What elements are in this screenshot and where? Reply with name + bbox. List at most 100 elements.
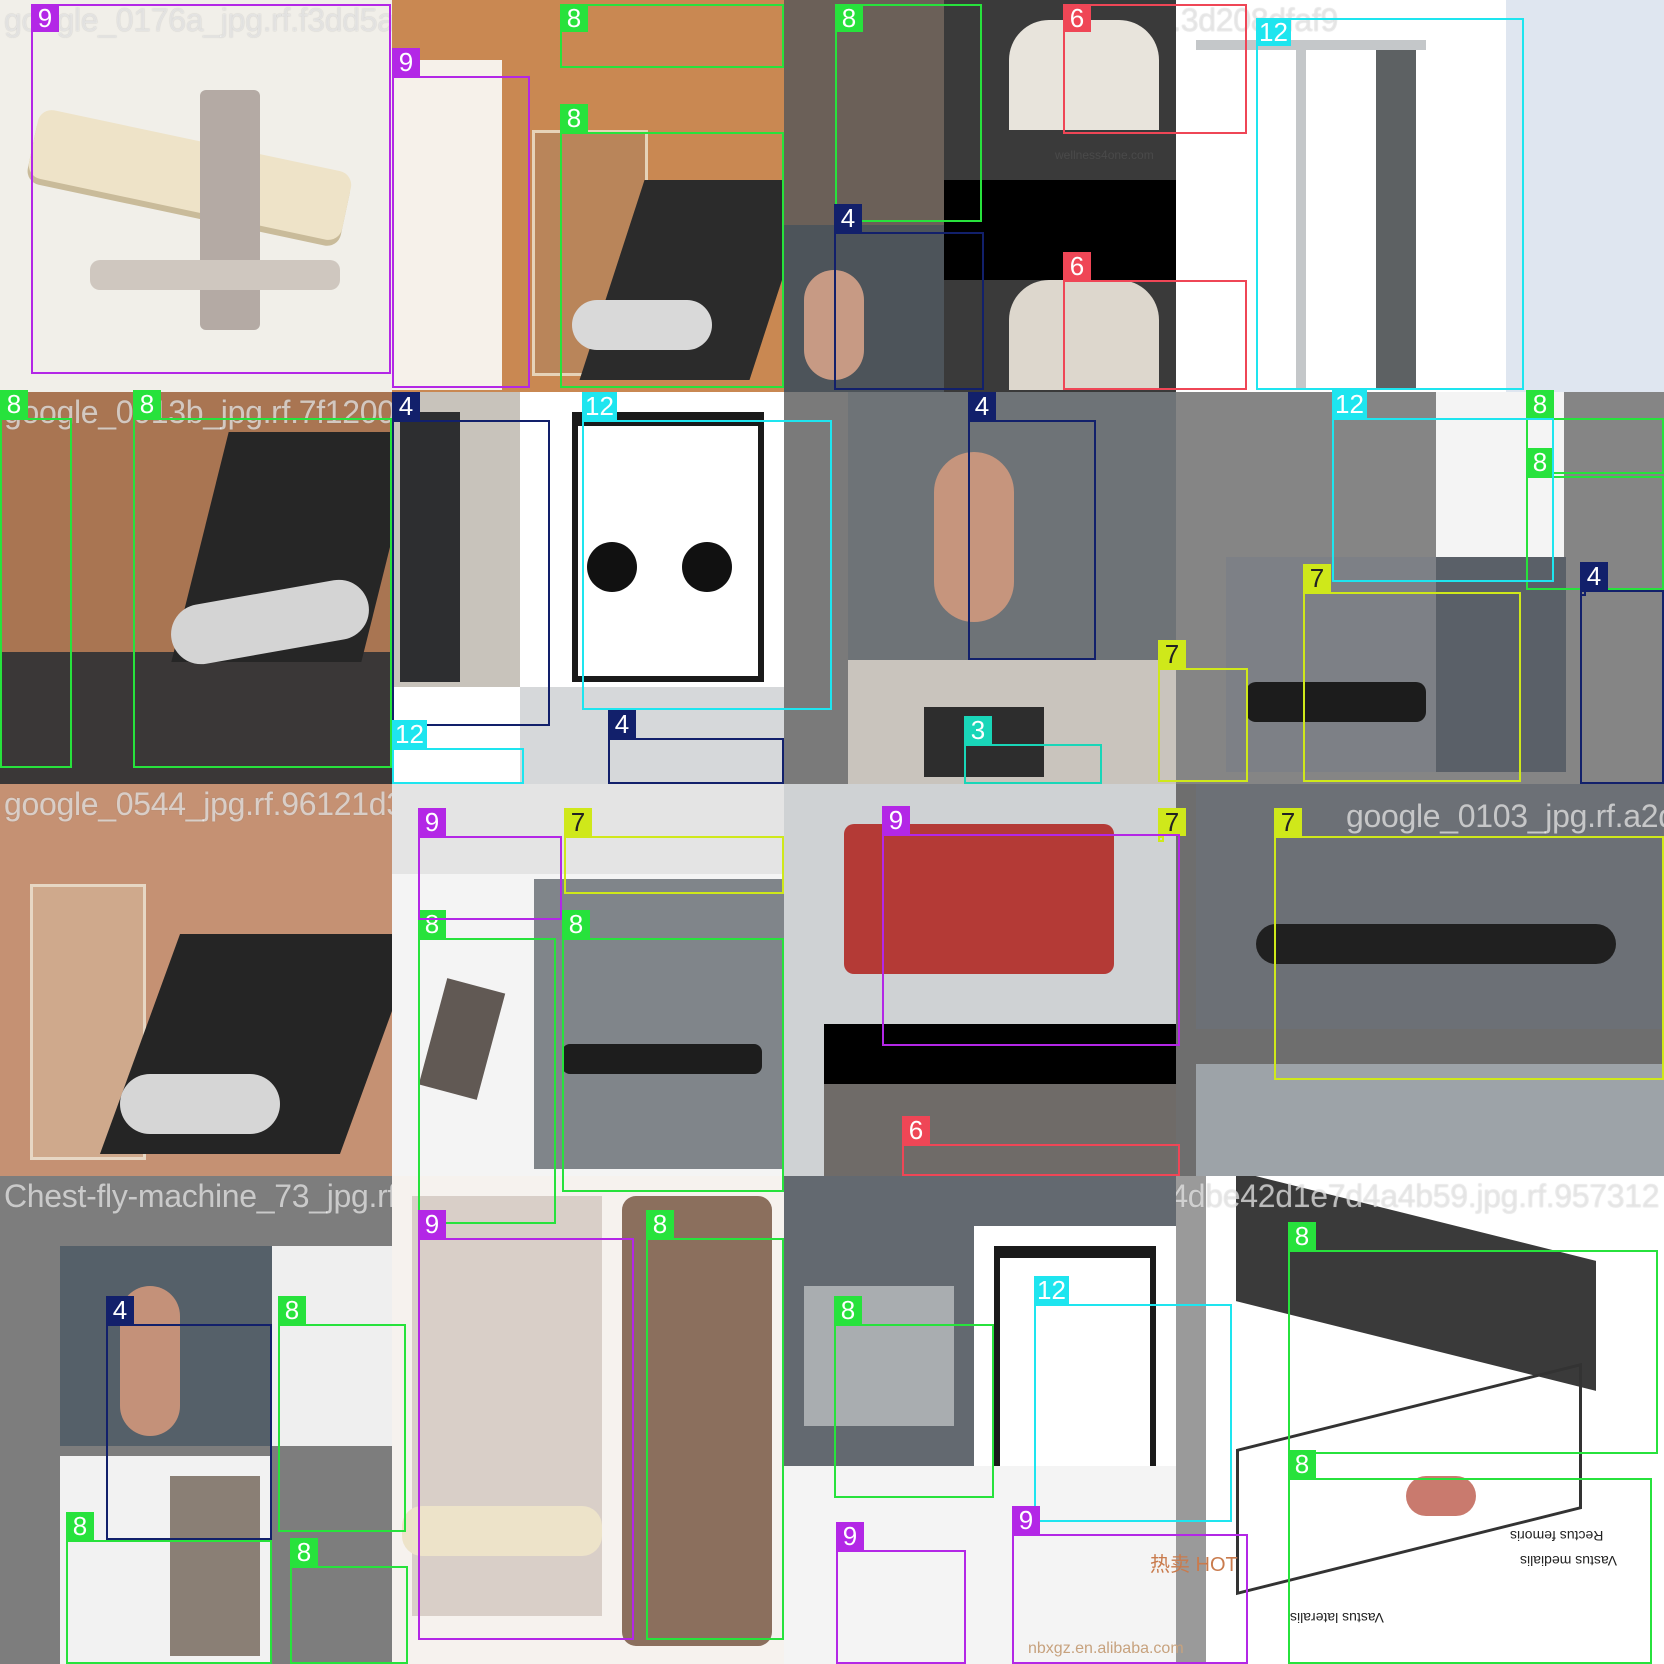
class-label: 4 [106,1296,134,1324]
bounding-box: 6 [1063,4,1247,134]
bench-leg [90,260,340,290]
mosaic-tile: google_0013b_jpg.rf.7f1200fbafee700d7c54… [0,392,392,784]
mosaic-tile: google_0103_jpg.rf.a2d87c1 [1176,784,1664,1176]
bounding-box: 8 [1526,390,1664,474]
bounding-box: 9 [1012,1506,1248,1664]
white-panel [784,1466,1176,1664]
class-label: 8 [0,390,28,418]
mosaic-tile [784,1176,1176,1664]
bounding-box: 3 [964,716,1102,784]
tile-filename: google_0176a_jpg.rf.f3dd5a0f1405e75b22cd… [4,2,392,38]
class-label: 9 [1012,1506,1040,1534]
mosaic-tile [392,392,784,784]
bounding-box: 8 [560,104,784,388]
class-label: 7 [1158,808,1186,836]
class-label: 12 [1332,390,1367,418]
bounding-box: 7 [1158,808,1186,842]
mosaic-tile [784,784,1176,1176]
class-label: 4 [392,392,420,420]
class-label: 4 [968,392,996,420]
bounding-box: 7 [1158,640,1248,782]
bounding-box: 7 [1303,564,1521,782]
mosaic-tile: leg-press_62_jpg.rf.6872d4dbe42d1e7d4a4b… [1176,1176,1664,1664]
bounding-box: 8 [1288,1222,1658,1454]
bounding-box: 4 [1580,562,1664,784]
tile-filename: google_0544_jpg.rf.96121d3c7f09260372b8f… [4,786,392,822]
class-label: 9 [836,1522,864,1550]
bounding-box: 6 [902,1116,1180,1176]
bounding-box: 7 [564,808,784,894]
class-label: 7 [1158,640,1186,668]
bounding-box: 6 [1063,252,1247,390]
bounding-box: 12 [582,392,832,710]
class-label: 9 [392,48,420,76]
hamstring-curl-machine [844,824,1114,974]
class-label: 9 [31,4,59,32]
bounding-box: 4 [106,1296,272,1540]
tile-filename: google_0013b_jpg.rf.7f1200fbafee700d7c54… [4,394,392,430]
class-label: 6 [1063,252,1091,280]
class-label: 8 [562,910,590,938]
person [120,1074,280,1134]
class-label: 8 [560,104,588,132]
smith-frame [1296,40,1306,390]
class-label: 8 [418,910,446,938]
class-label: 8 [1526,448,1554,476]
class-label: 8 [834,1296,862,1324]
class-label: 7 [564,808,592,836]
mosaic-tile: google_0176a_jpg.rf.f3dd5a0f1405e75b22cd… [0,0,392,392]
gym-photo [824,1084,1176,1176]
bounding-box: 8 [646,1210,784,1640]
mosaic-tile [392,0,784,392]
gym-photo [520,687,784,784]
person-shirt [1009,20,1159,130]
bounding-box: 8 [560,4,784,68]
bounding-box: 9 [392,48,530,388]
white-panel [272,1246,392,1446]
gym-photo [784,0,944,225]
bounding-box: 8 [133,390,392,768]
leg-roller [1256,924,1616,964]
machine-seat [562,1044,762,1074]
class-label: 4 [1580,562,1608,590]
class-label: 8 [66,1512,94,1540]
bounding-box: 7 [1274,808,1664,1080]
bounding-box: 4 [1580,562,1608,596]
class-label: 4 [608,710,636,738]
class-label: 8 [646,1210,674,1238]
class-label: 9 [418,808,446,836]
class-label: 8 [1526,390,1554,418]
bounding-box: 4 [608,710,784,784]
mosaic-tile: google_0544_jpg.rf.96121d3c7f09260372b8f… [0,784,392,1176]
bounding-box: 8 [835,4,982,222]
bounding-box: 4 [968,392,1096,660]
weight-plate [682,542,732,592]
mosaic-tile [392,1176,784,1664]
person [572,300,712,350]
bounding-box: 8 [834,1296,994,1498]
bounding-box: 9 [836,1522,966,1664]
person-shirt [1009,280,1159,390]
class-label: 4 [834,204,862,232]
bounding-box: 8 [0,390,72,768]
class-label: 12 [392,720,427,748]
class-label: 12 [1034,1276,1069,1304]
tile-filename: leg-press_62_jpg.rf.6872d4dbe42d1e7d4a4b… [1176,1178,1660,1214]
floor [0,652,392,784]
class-label: 12 [1256,18,1291,46]
class-label: 7 [1274,808,1302,836]
class-label: 8 [1288,1450,1316,1478]
smith-frame [1196,40,1426,50]
class-label: 7 [1303,564,1331,592]
class-label: 8 [560,4,588,32]
cable-stack [400,412,460,682]
smith-machine [572,412,764,682]
class-label: 3 [964,716,992,744]
mosaic-tile: Chest-fly-machine_73_jpg.rf.21a24ab1f5c3… [0,1176,392,1664]
bounding-box: 9 [418,808,562,920]
watermark: 热卖 HOT [1150,1554,1238,1576]
machine-photo [804,1286,954,1426]
weight-plate [587,542,637,592]
bounding-box: 8 [290,1538,408,1664]
side-panel [392,60,502,390]
